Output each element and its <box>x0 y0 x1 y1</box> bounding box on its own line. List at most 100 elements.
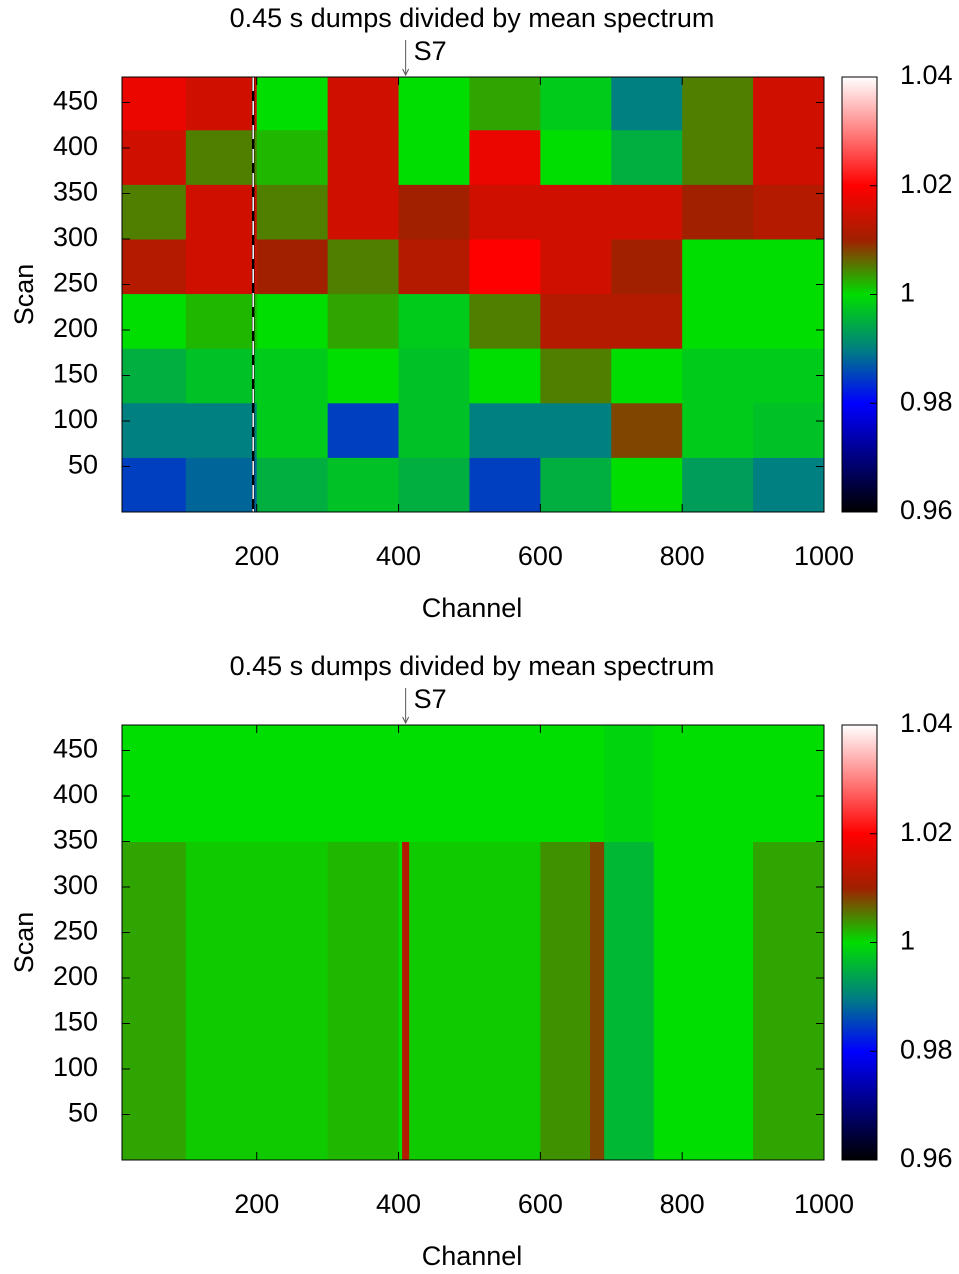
heatmap-cell <box>611 457 683 512</box>
heatmap-cell <box>398 348 470 404</box>
heatmap-cell <box>753 402 824 458</box>
annotation-arrowhead <box>402 716 410 725</box>
heatmap-cell <box>753 725 824 842</box>
heatmap-cell <box>256 348 329 404</box>
y-tick-label: 50 <box>68 450 98 480</box>
heatmap-cell <box>753 348 824 404</box>
y-axis-label: Scan <box>9 264 39 326</box>
heatmap-cell <box>653 841 754 1160</box>
heatmap-cell <box>122 238 187 295</box>
heatmap-cell <box>185 77 258 131</box>
heatmap-cell <box>327 348 400 404</box>
heatmap-cell <box>540 841 591 1160</box>
y-tick-label: 150 <box>53 1007 98 1037</box>
heatmap-cell <box>753 293 824 349</box>
heatmap-cell <box>540 129 612 185</box>
x-tick-label: 600 <box>518 1189 563 1219</box>
x-tick-label: 800 <box>660 541 705 571</box>
heatmap-cell <box>469 402 541 458</box>
heatmap-cell <box>327 238 400 295</box>
heatmap-cell <box>469 841 541 1160</box>
y-tick-label: 300 <box>53 870 98 900</box>
heatmap-cell <box>682 293 754 349</box>
heatmap-cell <box>398 77 470 131</box>
heatmap-cell <box>611 77 683 131</box>
colorbar-tick-label: 1.02 <box>900 817 953 847</box>
heatmap-cell <box>469 129 541 185</box>
x-tick-label: 1000 <box>794 1189 854 1219</box>
x-tick-label: 200 <box>234 541 279 571</box>
heatmap-cell <box>469 184 541 240</box>
heatmap-cell <box>540 348 612 404</box>
y-tick-label: 350 <box>53 177 98 207</box>
heatmap-cell <box>185 725 258 842</box>
heatmap-cell <box>753 238 824 295</box>
heatmap-cell <box>185 293 258 349</box>
x-axis-label: Channel <box>422 1241 523 1271</box>
y-tick-label: 250 <box>53 916 98 946</box>
y-axis-label: Scan <box>9 912 39 974</box>
heatmap-cell <box>327 129 400 185</box>
heatmap-cell <box>327 725 400 842</box>
plot-frame <box>121 724 825 1161</box>
x-tick-label: 600 <box>518 541 563 571</box>
x-tick-label: 200 <box>234 1189 279 1219</box>
heatmap-cell <box>409 725 470 842</box>
heatmap-cell <box>122 129 187 185</box>
chart-title: 0.45 s dumps divided by mean spectrum <box>230 651 715 681</box>
heatmap-cell <box>682 184 754 240</box>
heatmap-cell <box>256 725 329 842</box>
heatmap-cell <box>682 129 754 185</box>
heatmap-cell <box>122 457 187 512</box>
colorbar-tick-label: 0.96 <box>900 1143 953 1173</box>
heatmap-cell <box>753 77 824 131</box>
heatmap-cell <box>327 77 400 131</box>
heatmap-cell <box>398 293 470 349</box>
heatmap-cell <box>469 457 541 512</box>
y-tick-label: 400 <box>53 131 98 161</box>
heatmap-cell <box>753 184 824 240</box>
heatmap-cell <box>540 238 612 295</box>
heatmap-cell <box>682 457 754 512</box>
heatmap-cell <box>682 238 754 295</box>
y-tick-label: 250 <box>53 268 98 298</box>
heatmap-cell <box>611 293 683 349</box>
heatmap-cell <box>540 725 591 842</box>
heatmap-cell <box>402 725 410 842</box>
x-tick-label: 800 <box>660 1189 705 1219</box>
heatmap-cell <box>682 77 754 131</box>
heatmap-cell <box>611 238 683 295</box>
heatmap-cell <box>398 457 470 512</box>
heatmap-cell <box>540 457 612 512</box>
heatmap-cell <box>653 725 754 842</box>
heatmap-cell <box>590 725 605 842</box>
heatmap-cell <box>256 402 329 458</box>
heatmap-cell <box>185 402 258 458</box>
heatmap-cell <box>604 725 655 842</box>
heatmap-cell <box>398 725 403 842</box>
y-tick-label: 300 <box>53 222 98 252</box>
colorbar-tick-label: 0.98 <box>900 386 953 416</box>
heatmap-cell <box>402 841 410 1160</box>
heatmap-cell <box>398 238 470 295</box>
heatmap-cell <box>122 77 187 131</box>
heatmap-cell <box>540 184 612 240</box>
heatmap-cell <box>753 457 824 512</box>
heatmap-cell <box>185 129 258 185</box>
colorbar-tick-label: 1.02 <box>900 169 953 199</box>
colorbar-tick-label: 0.96 <box>900 495 953 525</box>
heatmap-cell <box>409 841 470 1160</box>
heatmap-cell <box>122 725 187 842</box>
colorbar-tick-label: 1 <box>900 278 915 308</box>
heatmap-cell <box>590 841 605 1160</box>
heatmap-cell <box>185 457 258 512</box>
heatmap-cell <box>540 293 612 349</box>
heatmap-cell <box>185 238 258 295</box>
x-tick-label: 400 <box>376 1189 421 1219</box>
heatmap-cell <box>327 184 400 240</box>
heatmap-cell <box>398 129 470 185</box>
y-tick-label: 350 <box>53 825 98 855</box>
heatmap-cell <box>256 184 329 240</box>
y-tick-label: 450 <box>53 734 98 764</box>
y-tick-label: 200 <box>53 313 98 343</box>
